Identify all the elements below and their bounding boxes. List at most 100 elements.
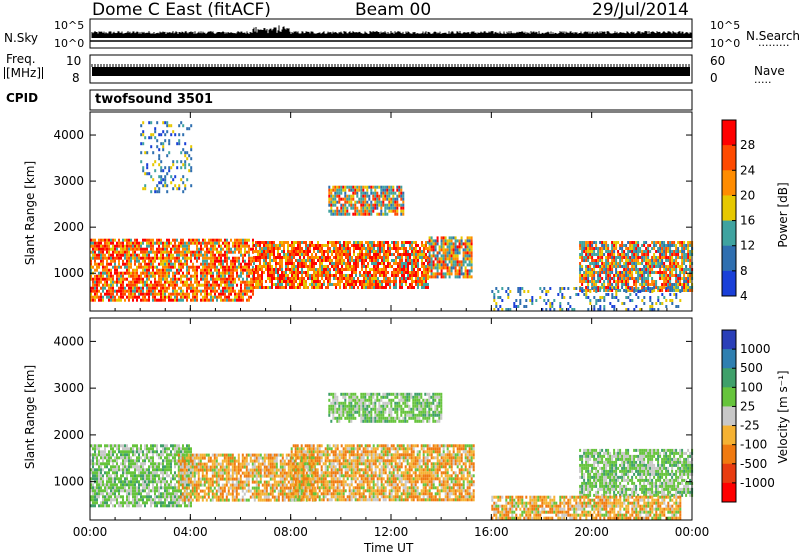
power-cell-1 — [317, 277, 319, 280]
power-cell-0 — [142, 287, 144, 290]
power-cell-5 — [599, 253, 601, 256]
power-cell-1 — [359, 271, 361, 274]
power-cell-1 — [275, 265, 277, 268]
power-cell-1 — [281, 256, 283, 259]
power-cell-5 — [675, 256, 677, 259]
power-cell-0 — [138, 290, 140, 293]
power-cell-5 — [631, 247, 633, 250]
power-cell-0 — [154, 290, 156, 293]
power-cell-1 — [421, 259, 423, 262]
power-cell-5 — [687, 283, 689, 286]
power-cell-0 — [248, 299, 250, 302]
power-cell-0 — [206, 260, 208, 263]
power-cell-0 — [136, 272, 138, 275]
power-cell-0 — [142, 272, 144, 275]
power-cell-0 — [220, 254, 222, 257]
power-cell-0 — [198, 281, 200, 284]
power-cell-4 — [184, 160, 186, 163]
power-cell-5 — [689, 274, 691, 277]
power-cell-6 — [645, 287, 647, 290]
power-cell-1 — [273, 259, 275, 262]
power-cell-5 — [593, 259, 595, 262]
power-cell-1 — [373, 253, 375, 256]
power-cell-5 — [629, 277, 631, 280]
power-cell-1 — [317, 256, 319, 259]
velocity-cell-0 — [144, 504, 146, 507]
power-cell-1 — [357, 280, 359, 283]
power-cell-6 — [507, 293, 509, 296]
power-cell-0 — [94, 296, 96, 299]
velocity-cell-0 — [136, 477, 138, 480]
power-cell-0 — [116, 242, 118, 245]
power-cell-5 — [657, 250, 659, 253]
power-cell-1 — [315, 274, 317, 277]
power-cell-1 — [423, 277, 425, 280]
power-cell-4 — [150, 136, 152, 139]
power-cell-0 — [214, 248, 216, 251]
power-cell-2 — [449, 236, 451, 239]
velocity-cell-0 — [140, 483, 142, 486]
power-cell-4 — [148, 121, 150, 124]
velocity-cell-0 — [102, 504, 104, 507]
power-cell-0 — [114, 257, 116, 260]
power-cell-1 — [349, 277, 351, 280]
power-cell-5 — [677, 274, 679, 277]
power-cell-1 — [411, 283, 413, 286]
power-cell-5 — [627, 247, 629, 250]
power-cell-2 — [463, 254, 465, 257]
power-cell-1 — [301, 274, 303, 277]
power-cell-0 — [150, 272, 152, 275]
power-cell-4 — [162, 142, 164, 145]
power-cell-1 — [267, 268, 269, 271]
power-cell-5 — [625, 247, 627, 250]
power-cell-6 — [521, 287, 523, 290]
power-cell-1 — [261, 247, 263, 250]
power-cell-2 — [467, 248, 469, 251]
power-cell-5 — [689, 256, 691, 259]
power-cell-0 — [136, 290, 138, 293]
power-cell-0 — [234, 257, 236, 260]
power-cell-1 — [377, 277, 379, 280]
power-cell-0 — [164, 248, 166, 251]
power-cell-2 — [437, 239, 439, 242]
power-cell-1 — [273, 253, 275, 256]
power-cell-1 — [289, 253, 291, 256]
power-cell-1 — [425, 247, 427, 250]
power-cell-1 — [297, 271, 299, 274]
power-cell-0 — [214, 296, 216, 299]
power-cell-2 — [463, 275, 465, 278]
power-cell-1 — [359, 280, 361, 283]
power-cell-0 — [126, 278, 128, 281]
power-cell-0 — [108, 263, 110, 266]
power-cell-5 — [635, 253, 637, 256]
velocity-cell-0 — [126, 504, 128, 507]
power-cell-1 — [283, 277, 285, 280]
power-cell-2 — [433, 245, 435, 248]
velocity-cell-0 — [154, 450, 156, 453]
power-cell-1 — [271, 241, 273, 244]
power-cell-0 — [220, 293, 222, 296]
velocity-cell-0 — [92, 468, 94, 471]
power-cell-4 — [178, 142, 180, 145]
power-cell-0 — [132, 284, 134, 287]
power-cell-0 — [244, 290, 246, 293]
velocity-cell-0 — [98, 450, 100, 453]
power-cell-5 — [687, 286, 689, 289]
power-cell-1 — [347, 247, 349, 250]
power-cell-0 — [208, 248, 210, 251]
power-cell-0 — [156, 266, 158, 269]
power-cell-0 — [148, 275, 150, 278]
power-cell-0 — [214, 260, 216, 263]
velocity-cell-0 — [126, 465, 128, 468]
power-cell-0 — [172, 257, 174, 260]
power-cell-1 — [255, 286, 257, 289]
power-cell-2 — [465, 242, 467, 245]
power-cell-2 — [469, 239, 471, 242]
power-cell-2 — [451, 263, 453, 266]
power-cell-5 — [679, 280, 681, 283]
power-cell-2 — [429, 266, 431, 269]
velocity-cell-0 — [138, 498, 140, 501]
velocity-cell-0 — [160, 495, 162, 498]
power-cell-3 — [384, 210, 386, 213]
power-cell-0 — [154, 281, 156, 284]
